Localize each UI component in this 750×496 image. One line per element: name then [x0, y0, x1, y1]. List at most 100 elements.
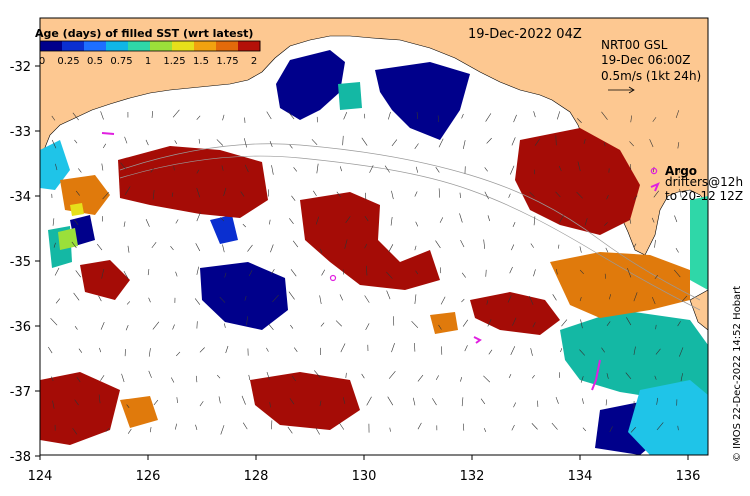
current-vector [438, 188, 440, 198]
current-vector [198, 138, 201, 144]
current-vector [414, 191, 418, 197]
x-axis: 124 126 128 130 132 134 136 [28, 455, 700, 484]
current-vector [528, 296, 534, 305]
current-vector [486, 300, 489, 305]
current-vector [55, 163, 58, 171]
current-vector [675, 247, 679, 253]
current-vector [266, 347, 269, 352]
y-tick-label: -34 [10, 190, 31, 205]
x-tick-label: 134 [568, 469, 593, 484]
current-vector [152, 321, 160, 330]
current-vector [345, 216, 351, 223]
current-vector [221, 165, 224, 171]
nrt-product-label: NRT00 GSL [601, 38, 668, 52]
current-vector [603, 142, 606, 147]
current-vector [145, 218, 150, 227]
current-vector [316, 163, 319, 174]
current-vector [511, 244, 515, 251]
current-vector [651, 217, 655, 223]
current-vector [462, 319, 469, 327]
current-vector [151, 111, 153, 118]
current-vector [411, 320, 419, 328]
current-vector [127, 428, 132, 434]
x-tick-label: 124 [28, 469, 53, 484]
patch-red-6 [40, 372, 120, 445]
current-vector [266, 371, 270, 380]
current-vector [557, 111, 561, 120]
colorbar-swatch [172, 41, 195, 51]
current-vector [98, 394, 101, 404]
current-vector [364, 295, 370, 303]
current-vector [292, 240, 299, 248]
current-vector [55, 298, 61, 304]
current-vector [126, 404, 130, 409]
current-vector [361, 137, 368, 146]
y-tick-label: -35 [10, 255, 31, 270]
current-vector [74, 326, 78, 330]
current-vector [558, 244, 560, 249]
current-vector [653, 190, 659, 198]
colorbar-tick-label: 0.75 [110, 56, 132, 67]
patch-cyan-1 [628, 380, 708, 455]
nrt-scale-label: 0.5m/s (1kt 24h) [601, 69, 701, 83]
current-vector [387, 396, 394, 406]
current-vector [391, 139, 398, 147]
y-tick-label: -38 [10, 450, 31, 465]
current-vector [552, 294, 557, 301]
current-vector [105, 428, 110, 432]
current-vector [222, 244, 225, 253]
current-vector [649, 139, 654, 148]
current-vector [390, 216, 393, 226]
current-vector [580, 376, 584, 383]
drifters-legend-time: to 20-12 12Z [665, 189, 743, 203]
current-vector [311, 139, 318, 146]
current-vector [145, 139, 149, 146]
current-vector [417, 374, 424, 382]
land-mass [39, 17, 709, 256]
argo-float-marker [329, 274, 337, 282]
current-vector [96, 243, 103, 251]
current-vector [269, 402, 271, 408]
argo-legend-label: Argo [665, 164, 697, 178]
current-vector [120, 162, 127, 170]
y-tick-label: -37 [10, 385, 31, 400]
colorbar-tick-label: 1.25 [163, 56, 185, 67]
current-vector [152, 190, 155, 200]
current-vector [199, 401, 204, 407]
current-vector [576, 191, 583, 199]
date-label: 19-Dec-2022 04Z [468, 27, 582, 42]
current-vector [51, 376, 54, 382]
current-vector [507, 295, 512, 303]
current-vector [76, 377, 81, 383]
current-vector [269, 219, 271, 225]
current-vector [216, 139, 224, 146]
current-vector [674, 269, 681, 278]
current-vector [438, 138, 444, 148]
current-vector [219, 296, 226, 303]
current-vector [579, 246, 582, 253]
colorbar-swatch [128, 41, 151, 51]
current-vector [170, 246, 174, 251]
current-vector [555, 135, 557, 146]
current-vector [199, 347, 205, 353]
current-vector [681, 295, 688, 302]
current-vector [150, 168, 154, 173]
current-vector [435, 240, 441, 249]
current-vector [601, 347, 605, 353]
current-vector [248, 374, 251, 381]
current-vector [606, 194, 609, 200]
current-vector [412, 397, 416, 406]
current-vector [510, 346, 516, 355]
current-vector [582, 398, 584, 404]
current-vector [462, 140, 466, 150]
current-vector [339, 166, 342, 172]
current-vector [153, 399, 159, 406]
current-vector [147, 269, 150, 276]
current-vector [218, 396, 221, 404]
current-vector [460, 377, 462, 382]
current-vector [73, 219, 79, 225]
current-vector [579, 349, 585, 356]
current-vector [72, 427, 78, 435]
current-vector [196, 212, 201, 222]
